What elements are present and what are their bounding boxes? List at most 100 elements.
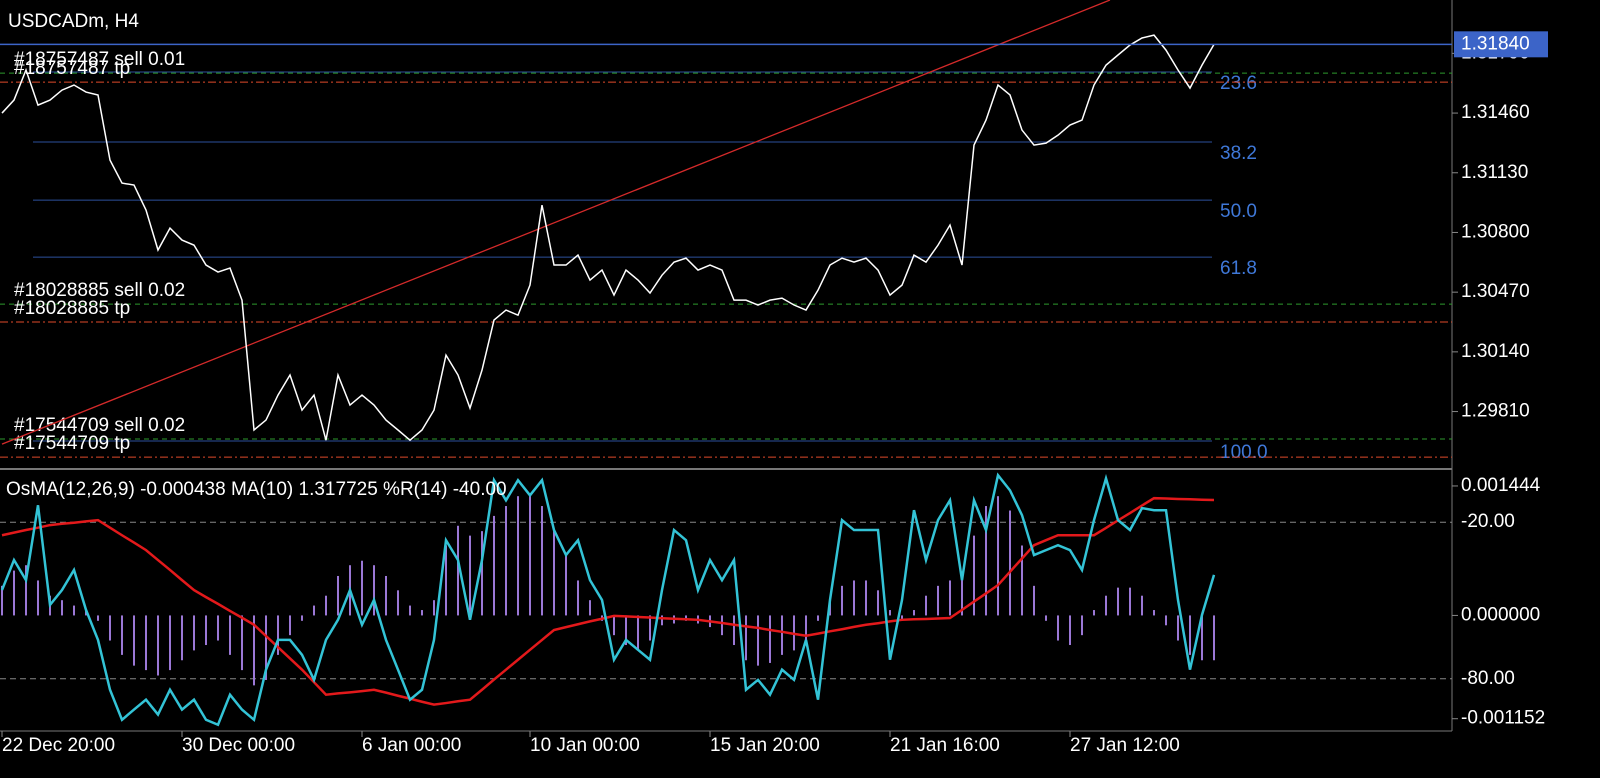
price-line	[1, 34, 1215, 442]
histogram-bar	[973, 535, 975, 616]
histogram-bar	[913, 610, 915, 616]
x-tick-label: 15 Jan 20:00	[710, 735, 820, 756]
histogram-bar	[277, 615, 279, 655]
histogram-bar	[937, 585, 939, 616]
histogram-bar	[457, 525, 459, 616]
histogram-bar	[397, 590, 399, 616]
histogram-bar	[865, 580, 867, 616]
histogram-bar	[493, 515, 495, 616]
histogram-bar	[181, 615, 183, 661]
histogram-bar	[361, 560, 363, 616]
current-price-box	[1454, 31, 1548, 58]
trend-line	[1, 0, 1111, 445]
histogram-bar	[1, 585, 3, 616]
histogram-bar	[325, 595, 327, 616]
y-tick-label: 1.30140	[1461, 341, 1530, 362]
histogram-bar	[133, 615, 135, 666]
histogram-bar	[505, 506, 507, 616]
histogram-bar	[805, 615, 807, 641]
histogram-bar	[1129, 587, 1131, 616]
y-tick-label: 1.29810	[1461, 401, 1530, 422]
histogram-bar	[661, 615, 663, 626]
histogram-bar	[517, 496, 519, 616]
histogram-bar	[613, 615, 615, 636]
histogram-bar	[529, 496, 531, 616]
order-label: #18757487 sell 0.01	[14, 49, 185, 70]
histogram-bar	[157, 615, 159, 676]
x-tick-label: 30 Dec 00:00	[182, 735, 295, 756]
histogram-bar	[1201, 615, 1203, 661]
histogram-bar	[229, 615, 231, 655]
histogram-bar	[1081, 615, 1083, 636]
current-price-label: 1.31840	[1461, 33, 1530, 54]
histogram-bar	[301, 615, 303, 621]
indicator-line	[1, 496, 1215, 706]
histogram-bar	[169, 615, 171, 671]
histogram-bar	[217, 615, 219, 641]
histogram-bar	[1045, 615, 1047, 621]
x-tick-label: 27 Jan 12:00	[1070, 735, 1180, 756]
order-label: #18028885 tp	[14, 298, 130, 319]
fib-label: 100.0	[1220, 442, 1268, 463]
y-tick-label: 1.30470	[1461, 281, 1530, 302]
histogram-bar	[409, 605, 411, 616]
histogram-bar	[541, 506, 543, 616]
fib-label: 61.8	[1220, 258, 1257, 279]
histogram-bar	[1213, 615, 1215, 661]
histogram-bar	[1105, 595, 1107, 616]
order-label: #17544709 tp	[14, 433, 130, 454]
y-tick-label: 1.31130	[1461, 162, 1528, 183]
histogram-bar	[433, 600, 435, 616]
y-tick-label: 1.30800	[1461, 221, 1530, 242]
indicator-line	[0, 472, 1216, 727]
histogram-bar	[481, 531, 483, 616]
y-tick-label: 1.31460	[1461, 102, 1530, 123]
histogram-bar	[1057, 615, 1059, 641]
x-tick-label: 6 Jan 00:00	[362, 735, 461, 756]
y-tick-label: 0.000000	[1461, 604, 1540, 625]
histogram-bar	[1069, 615, 1071, 646]
histogram-bar	[289, 615, 291, 636]
histogram-bar	[985, 506, 987, 616]
histogram-bar	[25, 565, 27, 616]
histogram-bar	[877, 590, 879, 616]
fib-label: 38.2	[1220, 143, 1257, 164]
histogram-bar	[97, 615, 99, 621]
histogram-bar	[949, 580, 951, 616]
histogram-bar	[1033, 585, 1035, 616]
histogram-bar	[589, 600, 591, 616]
fib-label: 23.6	[1220, 73, 1257, 94]
order-label: #18757487 tp	[14, 58, 130, 79]
histogram-bar	[205, 615, 207, 646]
histogram-bar	[649, 615, 651, 641]
histogram-bar	[1177, 615, 1179, 641]
y2-tick-label: -80.00	[1461, 668, 1515, 689]
histogram-bar	[817, 615, 819, 621]
histogram-bar	[193, 615, 195, 651]
y-tick-label: 0.001444	[1461, 475, 1541, 496]
histogram-bar	[265, 615, 267, 680]
histogram-bar	[313, 605, 315, 616]
histogram-bar	[1165, 615, 1167, 626]
histogram-bar	[1093, 610, 1095, 616]
histogram-bar	[1153, 610, 1155, 616]
histogram-bar	[769, 615, 771, 663]
histogram-bar	[889, 610, 891, 616]
y-tick-label: -0.001152	[1461, 708, 1545, 729]
histogram-bar	[1141, 595, 1143, 616]
histogram-bar	[1021, 545, 1023, 616]
chart-title: USDCADm, H4	[8, 11, 139, 32]
histogram-bar	[1009, 510, 1011, 616]
histogram-bar	[553, 531, 555, 616]
histogram-bar	[373, 565, 375, 616]
histogram-bar	[145, 615, 147, 671]
order-label: #17544709 sell 0.02	[14, 415, 185, 436]
histogram-bar	[757, 615, 759, 666]
histogram-bar	[61, 600, 63, 616]
histogram-bar	[253, 615, 255, 686]
histogram-bar	[637, 615, 639, 651]
histogram-bar	[469, 535, 471, 616]
histogram-bar	[961, 575, 963, 616]
histogram-bar	[625, 615, 627, 646]
